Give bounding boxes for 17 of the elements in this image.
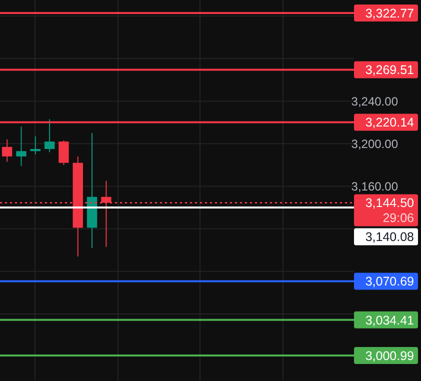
- text: 29:06: [382, 211, 414, 226]
- candlestick: [16, 126, 26, 167]
- y-tick-label: 3,240.00: [351, 94, 398, 108]
- ref-line-label: 3,269.51: [365, 63, 414, 78]
- candlestick: [30, 136, 40, 155]
- ref-line-label: 3,220.14: [365, 116, 414, 130]
- candlestick: [2, 138, 12, 162]
- ref-line-label: 3,140.08: [365, 230, 414, 244]
- ref-line-label: 3,144.50: [365, 196, 414, 210]
- candlestick: [58, 140, 69, 166]
- ref-line-label: 3,322.77: [365, 6, 414, 20]
- y-tick-label: 3,200.00: [351, 136, 398, 151]
- ref-line-label: 3,070.69: [365, 274, 414, 289]
- y-tick-label: 3,160.00: [351, 179, 398, 194]
- candlestick: [44, 118, 55, 153]
- ref-line-label: 3,000.99: [365, 348, 414, 363]
- ref-line-label: 3,034.41: [365, 313, 414, 328]
